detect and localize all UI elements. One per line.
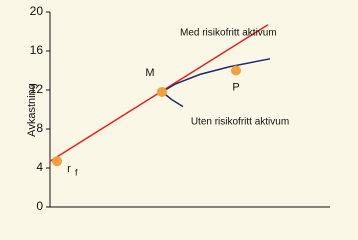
point-label: M: [145, 67, 154, 79]
y-tick-label: 4: [36, 160, 43, 174]
point-subscript: f: [75, 168, 78, 178]
point: [231, 65, 241, 76]
y-axis-label: Avkastning: [26, 83, 38, 137]
series-label: Uten risikofritt aktivum: [191, 117, 289, 128]
y-tick-label: 16: [30, 43, 44, 57]
point: [157, 86, 167, 97]
point-label: P: [232, 81, 239, 93]
y-tick-label: 20: [30, 4, 44, 18]
point-label: r: [67, 163, 71, 175]
series-label: Med risikofritt aktivum: [180, 28, 277, 39]
chart: Avkastning 0 4 8 12 16 20 Med risikofritt akti…: [26, 4, 330, 213]
y-tick-label: 0: [36, 199, 43, 213]
y-tick-label: 8: [36, 121, 43, 135]
point: [52, 156, 62, 167]
series-line: [160, 58, 271, 108]
y-tick-label: 12: [30, 82, 44, 96]
